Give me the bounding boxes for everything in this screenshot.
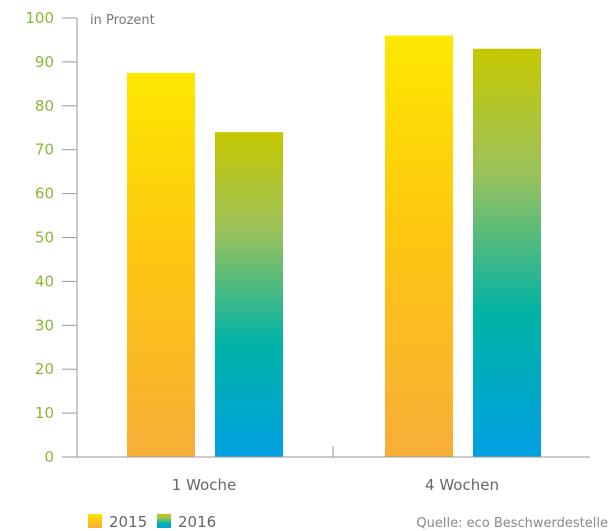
bars: [127, 35, 541, 458]
bar-2015-4-wochen: [385, 35, 453, 458]
y-tick-label-0: 0: [44, 448, 54, 466]
bar-2015-1-woche: [127, 72, 195, 457]
source-note: Quelle: eco Beschwerdestelle: [416, 516, 608, 531]
bar-2016-1-woche: [215, 132, 283, 457]
y-tick-label-30: 30: [35, 316, 54, 334]
y-tick-label-20: 20: [35, 360, 54, 378]
y-ticks: 0 10 20 30 40 50 60 70 80 90 100: [25, 9, 77, 466]
category-label-1-woche: 1 Woche: [172, 476, 236, 494]
y-tick-label-10: 10: [35, 404, 54, 422]
y-tick-label-100: 100: [25, 9, 54, 27]
y-tick-label-80: 80: [35, 97, 54, 115]
legend-swatch-2015: [88, 514, 102, 528]
y-tick-label-60: 60: [35, 185, 54, 203]
y-tick-label-70: 70: [35, 141, 54, 159]
legend-label-2016: 2016: [178, 513, 216, 531]
category-label-4-wochen: 4 Wochen: [425, 476, 499, 494]
y-tick-label-90: 90: [35, 53, 54, 71]
legend-swatch-2016: [157, 514, 171, 528]
y-tick-label-40: 40: [35, 272, 54, 290]
y-axis: 0 10 20 30 40 50 60 70 80 90 100: [25, 9, 78, 466]
legend-label-2015: 2015: [109, 513, 147, 531]
legend: 2015 2016: [88, 513, 216, 531]
unit-note: in Prozent: [90, 13, 155, 28]
y-tick-label-50: 50: [35, 229, 54, 247]
x-axis: 1 Woche 4 Wochen: [77, 446, 590, 494]
bar-2016-4-wochen: [473, 48, 541, 457]
